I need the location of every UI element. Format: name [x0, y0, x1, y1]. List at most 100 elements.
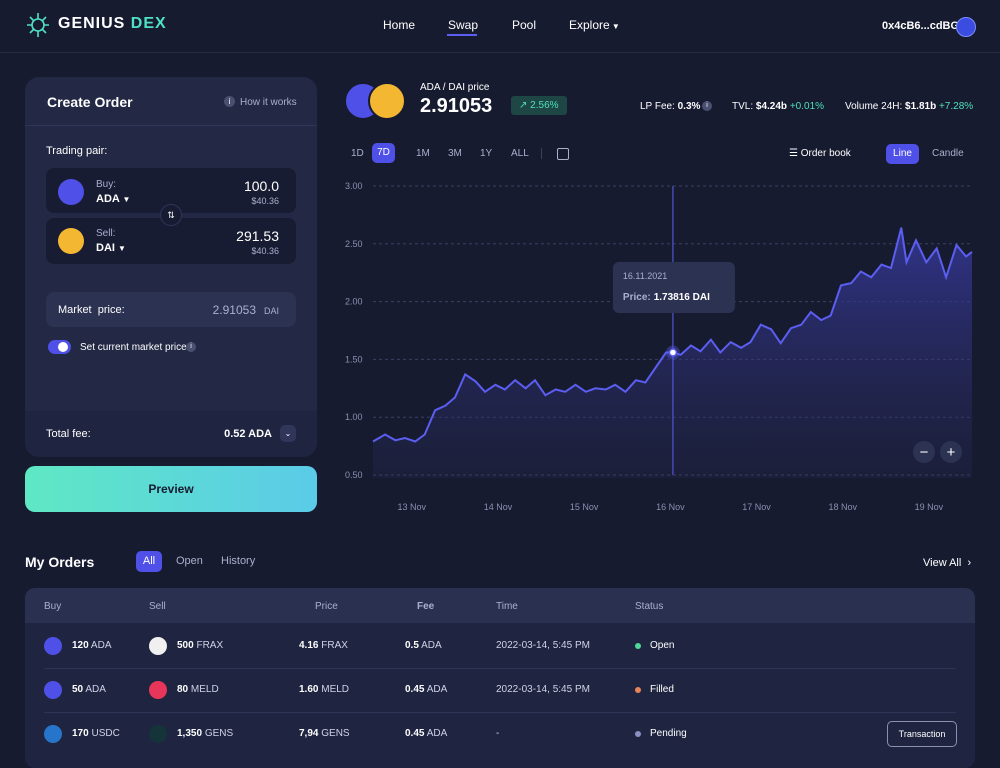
amount: 291.53 [236, 228, 279, 244]
x-tick-label: 15 Nov [570, 502, 599, 512]
info-icon: i [224, 96, 235, 107]
zoom-circle [940, 441, 962, 463]
amount: 0.45 [405, 728, 425, 739]
value: $4.24b [755, 101, 788, 112]
zoom-button[interactable]: + [940, 441, 962, 463]
price-cell: 7,94 GENS [299, 728, 350, 739]
highlight-point [668, 348, 678, 357]
x-tick-label: 14 Nov [484, 502, 513, 512]
y-tick-label: 2.00 [345, 297, 363, 307]
token-icon [368, 82, 406, 120]
range-tab[interactable]: 1D [351, 148, 364, 159]
range-tab[interactable]: 1Y [480, 148, 493, 159]
zoom-button[interactable]: − [913, 441, 935, 463]
range-tab[interactable]: 1M [416, 148, 430, 159]
token-icon [44, 637, 62, 655]
view-all[interactable]: View All › [923, 557, 972, 569]
token: ADA [426, 684, 448, 695]
fee-cell: 0.5 ADA [405, 640, 442, 651]
time-cell: 2022-03-14, 5:45 PM [496, 684, 590, 695]
token-icon [58, 228, 84, 254]
element: ▼ [118, 244, 126, 253]
preview-button[interactable]: Preview [25, 466, 317, 512]
y-tick-label: 0.50 [345, 470, 363, 480]
token: MELD [321, 684, 350, 695]
range-tab[interactable]: 3M [448, 148, 462, 159]
info-icon: i [186, 342, 196, 352]
label: Total fee: [46, 428, 91, 440]
range-tab[interactable]: ALL [511, 148, 529, 159]
column-header[interactable]: Sell [149, 601, 166, 612]
column-header[interactable]: Status [635, 601, 664, 612]
volume: Volume 24H: $1.81b +7.28% [845, 101, 973, 112]
range-tab[interactable]: 7D [372, 143, 395, 163]
time-cell: 2022-03-14, 5:45 PM [496, 640, 590, 651]
change-badge: ↗ 2.56% [511, 96, 567, 115]
token-select[interactable]: ADA ▼ [96, 193, 130, 205]
time-cell: - [496, 728, 500, 739]
column-header[interactable]: Fee [417, 601, 435, 612]
table-header [25, 588, 975, 623]
change: +0.01% [789, 101, 825, 112]
y-tick-label: 2.50 [345, 239, 363, 249]
nav-link[interactable]: Swap [448, 18, 479, 32]
token-icon [44, 681, 62, 699]
nav-link[interactable]: Home [383, 18, 416, 32]
tab[interactable]: All [136, 551, 162, 572]
nav-link[interactable]: Explore ▼ [569, 18, 620, 32]
action-button[interactable]: Transaction [887, 721, 957, 747]
view-all-text: View All [923, 557, 962, 569]
y-tick-label: 1.00 [345, 412, 363, 422]
token: FRAX [321, 640, 348, 651]
wallet[interactable]: 0x4cB6...cdBG [882, 20, 960, 32]
section-title: My Orders [25, 554, 95, 570]
swap-button[interactable]: ⇅ [160, 204, 182, 226]
token: MELD [190, 684, 219, 695]
amount: 1.60 [299, 684, 319, 695]
calendar-icon[interactable] [557, 148, 569, 160]
amount: 7,94 [299, 728, 319, 739]
view-toggle[interactable]: Candle [932, 148, 964, 159]
zoom-icon: − [920, 444, 929, 461]
toggle[interactable] [48, 340, 71, 354]
brand-accent: DEX [130, 15, 167, 32]
order-book[interactable]: ☰ Order book [789, 148, 851, 159]
value: $1.81b [905, 101, 937, 112]
tooltip-price: Price: 1.73816 DAI [623, 292, 710, 303]
column-header[interactable]: Time [496, 601, 518, 612]
token: USDC [91, 728, 120, 739]
price-chart: 0.50 1.00 1.50 2.00 2.50 3.00 13 Nov 14 Nov 15 N… [345, 181, 973, 512]
token: GENS [321, 728, 350, 739]
token-icon [44, 725, 62, 743]
token-select[interactable]: DAI ▼ [96, 242, 126, 254]
status: Pending [650, 728, 687, 739]
fee-toggle[interactable]: ⌄ [280, 425, 296, 442]
token: ADA [85, 684, 106, 695]
buy-cell: 120 ADA [72, 640, 111, 651]
column-header[interactable]: Price [315, 601, 338, 612]
tvl: TVL: $4.24b +0.01% [732, 101, 824, 112]
view-toggle[interactable]: Line [886, 144, 919, 164]
toggle-label: Set current market price [80, 342, 187, 353]
brand: GENIUS DEX [58, 15, 167, 33]
divider [541, 148, 542, 159]
amount: 120 [72, 640, 89, 651]
buy-cell: 50 ADA [72, 684, 106, 695]
panel-footer [25, 411, 317, 457]
total-fee: 0.52 ADA [224, 428, 272, 440]
label: Market price: [58, 304, 125, 316]
change: 2.56% [530, 100, 559, 111]
panel-title: Create Order [47, 94, 133, 110]
row-divider [44, 712, 956, 713]
tab[interactable]: Open [176, 555, 203, 567]
nav-link[interactable]: Pool [512, 18, 537, 32]
buy-cell: 170 USDC [72, 728, 120, 739]
wallet-icon [956, 17, 976, 37]
tab[interactable]: History [221, 555, 256, 567]
help-link[interactable]: How it works [240, 97, 297, 108]
x-tick-label: 18 Nov [828, 502, 857, 512]
x-tick-label: 16 Nov [656, 502, 685, 512]
label: LP Fee: [640, 101, 675, 112]
label: Sell: [96, 228, 116, 239]
column-header[interactable]: Buy [44, 601, 62, 612]
